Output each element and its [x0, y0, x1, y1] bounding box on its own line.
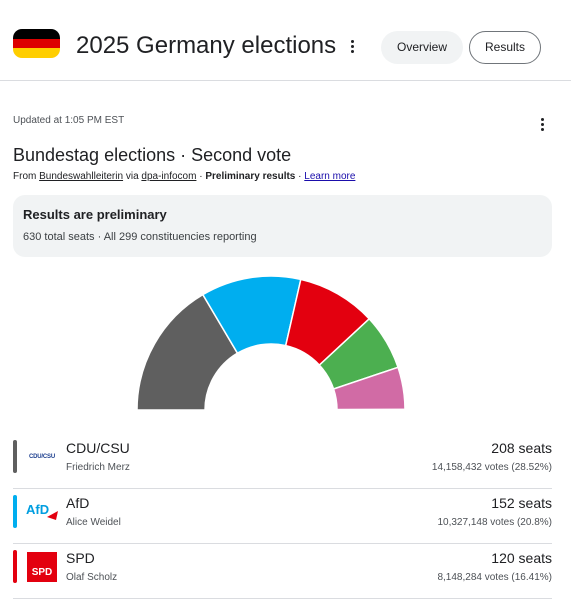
result-row-afd[interactable]: AfD AfD Alice Weidel 152 seats 10,327,14… [13, 490, 552, 544]
cdu-csu-logo-text: CDU/CSU [29, 454, 55, 460]
page-title: 2025 Germany elections [76, 32, 337, 59]
tab-results[interactable]: Results [469, 31, 541, 64]
flag-stripe-gold [13, 48, 60, 58]
source-line: From Bundeswahlleiterin via dpa-infocom … [13, 170, 355, 183]
party-votes: 8,148,284 votes (16.41%) [437, 572, 552, 583]
result-row-cdu-csu[interactable]: CDU/CSU CDU/CSU Friedrich Merz 208 seats… [13, 435, 552, 489]
afd-logo-graphic: AfD [26, 502, 58, 520]
party-name: CDU/CSU [66, 440, 130, 456]
learn-more-link[interactable]: Learn more [304, 171, 356, 182]
party-seats: 120 seats [491, 550, 552, 566]
seat-segment-ssw[interactable] [336, 408, 406, 411]
cdu-csu-logo: CDU/CSU [25, 443, 59, 471]
party-seats: 152 seats [491, 495, 552, 511]
source-status: Preliminary results [205, 171, 296, 182]
source-sep: · [196, 171, 206, 182]
party-name: SPD [66, 550, 95, 566]
germany-flag-icon [13, 29, 60, 58]
party-color-bar [13, 550, 17, 583]
notice-title: Results are preliminary [23, 207, 167, 222]
party-leader: Olaf Scholz [66, 572, 118, 583]
more-options-icon[interactable] [344, 36, 360, 56]
spd-logo-text: SPD [31, 567, 53, 578]
party-leader: Alice Weidel [66, 517, 121, 528]
party-votes: 10,327,148 votes (20.8%) [437, 517, 552, 528]
afd-logo-text: AfD [26, 502, 49, 517]
card-more-options-icon[interactable] [534, 116, 550, 132]
source-via: via [123, 171, 142, 182]
party-name: AfD [66, 495, 90, 511]
afd-logo: AfD [25, 498, 59, 526]
party-color-bar [13, 495, 17, 528]
source-org-link[interactable]: Bundeswahlleiterin [39, 171, 124, 182]
source-agency-link[interactable]: dpa-infocom [141, 171, 197, 182]
header: 2025 Germany elections Overview Results [0, 0, 571, 81]
spd-logo: SPD [25, 552, 59, 582]
party-seats: 208 seats [491, 440, 552, 456]
party-votes: 14,158,432 votes (28.52%) [431, 462, 552, 473]
source-from: From [13, 171, 40, 182]
updated-timestamp: Updated at 1:05 PM EST [13, 115, 125, 126]
section-title: Bundestag elections · Second vote [13, 145, 292, 165]
result-row-spd[interactable]: SPD SPD Olaf Scholz 120 seats 8,148,284 … [13, 545, 552, 599]
party-leader: Friedrich Merz [66, 462, 130, 473]
tab-overview[interactable]: Overview [381, 31, 463, 64]
flag-stripe-black [13, 29, 60, 39]
preliminary-notice: Results are preliminary 630 total seats … [13, 195, 552, 257]
source-sep: · [295, 171, 305, 182]
flag-stripe-red [13, 38, 60, 49]
party-color-bar [13, 440, 17, 473]
notice-text: 630 total seats · All 299 constituencies… [23, 231, 257, 243]
spd-logo-box: SPD [27, 552, 57, 582]
seat-distribution-chart [136, 275, 406, 411]
